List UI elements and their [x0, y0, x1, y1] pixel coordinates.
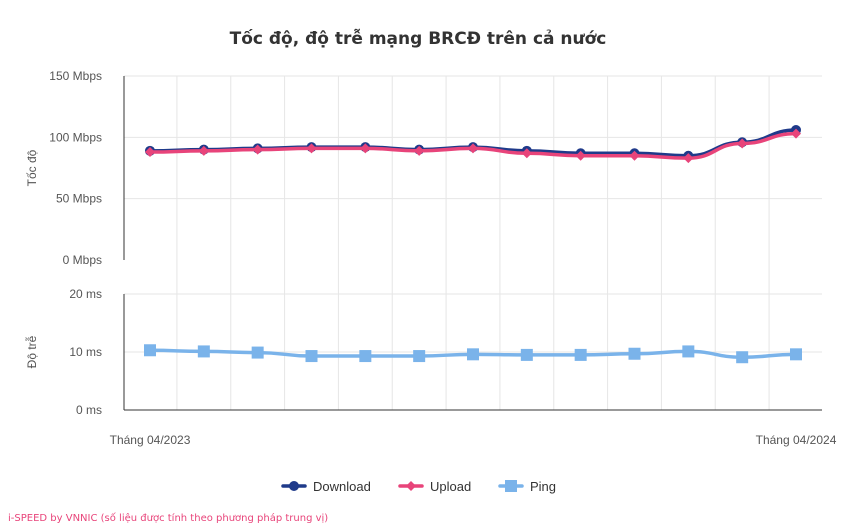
legend-item-ping[interactable]: Ping	[498, 479, 556, 494]
ping-point[interactable]	[305, 350, 318, 363]
upload-point[interactable]	[683, 153, 694, 164]
y-axis-title: Độ trễ	[24, 335, 39, 368]
upload-point[interactable]	[306, 143, 317, 154]
upload-point[interactable]	[360, 143, 371, 154]
y-tick-label: 50 Mbps	[56, 192, 102, 206]
legend-marker	[505, 480, 517, 492]
source-credit: i-SPEED by VNNIC (số liệu được tính theo…	[8, 512, 328, 524]
ping-point[interactable]	[359, 350, 372, 363]
y-tick-label: 10 ms	[69, 345, 102, 359]
ping-point[interactable]	[520, 348, 533, 361]
upload-point[interactable]	[791, 128, 801, 139]
legend: Download Upload Ping	[281, 479, 556, 494]
x-tick-label: Tháng 04/2023	[110, 433, 191, 447]
ping-point[interactable]	[413, 350, 426, 363]
legend-marker	[406, 481, 416, 491]
legend-item-upload[interactable]: Upload	[398, 479, 471, 494]
legend-item-download[interactable]: Download	[281, 479, 371, 494]
ping-point[interactable]	[682, 345, 695, 358]
legend-marker	[289, 481, 299, 491]
upload-point[interactable]	[737, 138, 748, 149]
ping-point[interactable]	[628, 347, 641, 360]
y-tick-label: 20 ms	[69, 287, 102, 301]
legend-label: Download	[313, 479, 371, 494]
ping-point[interactable]	[251, 346, 264, 359]
upload-point[interactable]	[252, 144, 263, 155]
y-axis-title: Tốc độ	[25, 149, 39, 186]
upload-point[interactable]	[145, 147, 155, 158]
chart-title: Tốc độ, độ trễ mạng BRCĐ trên cả nước	[230, 27, 607, 49]
ping-point[interactable]	[574, 348, 587, 361]
y-tick-label: 0 Mbps	[63, 253, 102, 267]
ping-point[interactable]	[197, 345, 210, 358]
y-tick-label: 0 ms	[76, 403, 102, 417]
legend-label: Upload	[430, 479, 471, 494]
x-tick-label: Tháng 04/2024	[756, 433, 837, 447]
ping-point[interactable]	[736, 351, 749, 364]
ping-point[interactable]	[467, 348, 479, 361]
y-tick-label: 150 Mbps	[49, 69, 102, 83]
legend-label: Ping	[530, 479, 556, 494]
upload-point[interactable]	[629, 150, 640, 161]
ping-point[interactable]	[144, 344, 156, 357]
y-tick-label: 100 Mbps	[49, 130, 102, 144]
upload-point[interactable]	[468, 143, 478, 154]
ping-point[interactable]	[790, 348, 802, 361]
upload-point[interactable]	[198, 145, 209, 156]
upload-point[interactable]	[575, 150, 586, 161]
upload-point[interactable]	[521, 148, 532, 159]
upload-point[interactable]	[414, 145, 425, 156]
